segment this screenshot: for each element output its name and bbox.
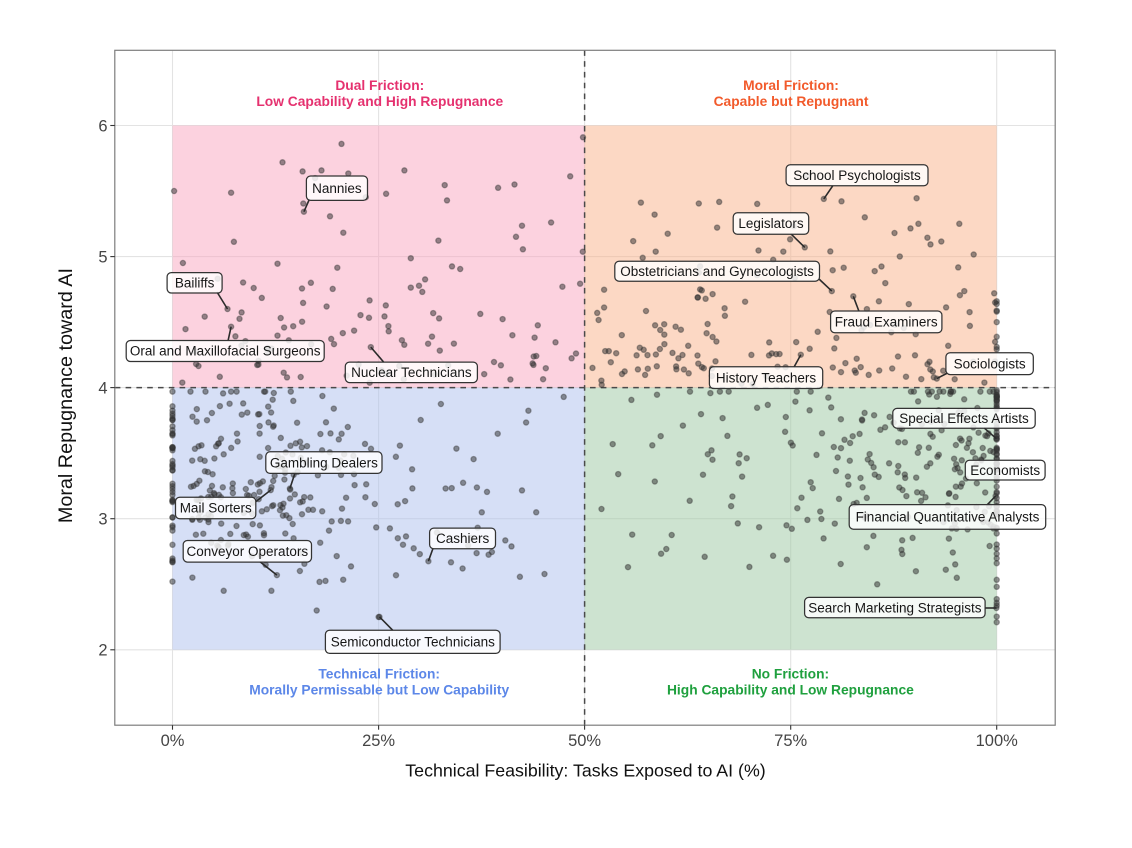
svg-text:Capable but Repugnant: Capable but Repugnant <box>714 94 869 109</box>
svg-text:Technical Friction:: Technical Friction: <box>318 667 440 682</box>
svg-text:2: 2 <box>98 642 107 660</box>
svg-text:High Capability and Low Repugn: High Capability and Low Repugnance <box>667 683 914 698</box>
svg-text:Cashiers: Cashiers <box>436 531 490 546</box>
svg-text:Legislators: Legislators <box>738 216 804 231</box>
svg-text:Obstetricians and Gynecologist: Obstetricians and Gynecologists <box>620 264 814 279</box>
svg-text:Gambling Dealers: Gambling Dealers <box>270 455 378 470</box>
svg-text:25%: 25% <box>362 732 395 750</box>
svg-text:Nuclear Technicians: Nuclear Technicians <box>351 365 472 380</box>
svg-text:100%: 100% <box>976 732 1019 750</box>
svg-text:Mail Sorters: Mail Sorters <box>180 501 252 516</box>
svg-text:75%: 75% <box>774 732 807 750</box>
svg-text:Sociologists: Sociologists <box>954 356 1026 371</box>
svg-text:School Psychologists: School Psychologists <box>793 168 921 183</box>
svg-text:3: 3 <box>98 511 107 529</box>
svg-text:Economists: Economists <box>970 463 1040 478</box>
svg-text:4: 4 <box>98 380 107 398</box>
svg-text:0%: 0% <box>161 732 185 750</box>
svg-text:Financial Quantitative Analyst: Financial Quantitative Analysts <box>856 510 1040 525</box>
svg-text:Nannies: Nannies <box>312 181 362 196</box>
svg-text:Bailiffs: Bailiffs <box>175 276 215 291</box>
svg-text:Conveyor Operators: Conveyor Operators <box>187 544 309 559</box>
svg-text:6: 6 <box>98 117 107 135</box>
svg-text:5: 5 <box>98 249 107 267</box>
svg-text:No Friction:: No Friction: <box>752 667 829 682</box>
svg-text:Semiconductor Technicians: Semiconductor Technicians <box>331 635 495 650</box>
svg-text:Dual Friction:: Dual Friction: <box>335 78 424 93</box>
svg-text:Morally Permissable but Low Ca: Morally Permissable but Low Capability <box>249 683 509 698</box>
svg-text:Search Marketing Strategists: Search Marketing Strategists <box>808 600 982 615</box>
svg-text:Low Capability and High Repugn: Low Capability and High Repugnance <box>256 94 503 109</box>
svg-text:Fraud Examiners: Fraud Examiners <box>835 315 938 330</box>
svg-text:50%: 50% <box>568 732 601 750</box>
svg-text:Technical Feasibility: Tasks E: Technical Feasibility: Tasks Exposed to … <box>405 760 765 780</box>
svg-text:Special Effects Artists: Special Effects Artists <box>899 411 1029 426</box>
svg-text:Moral Friction:: Moral Friction: <box>743 78 839 93</box>
svg-text:History Teachers: History Teachers <box>716 370 817 385</box>
svg-text:Moral Repugnance toward AI: Moral Repugnance toward AI <box>55 268 77 523</box>
svg-text:Oral and Maxillofacial Surgeon: Oral and Maxillofacial Surgeons <box>130 344 321 359</box>
